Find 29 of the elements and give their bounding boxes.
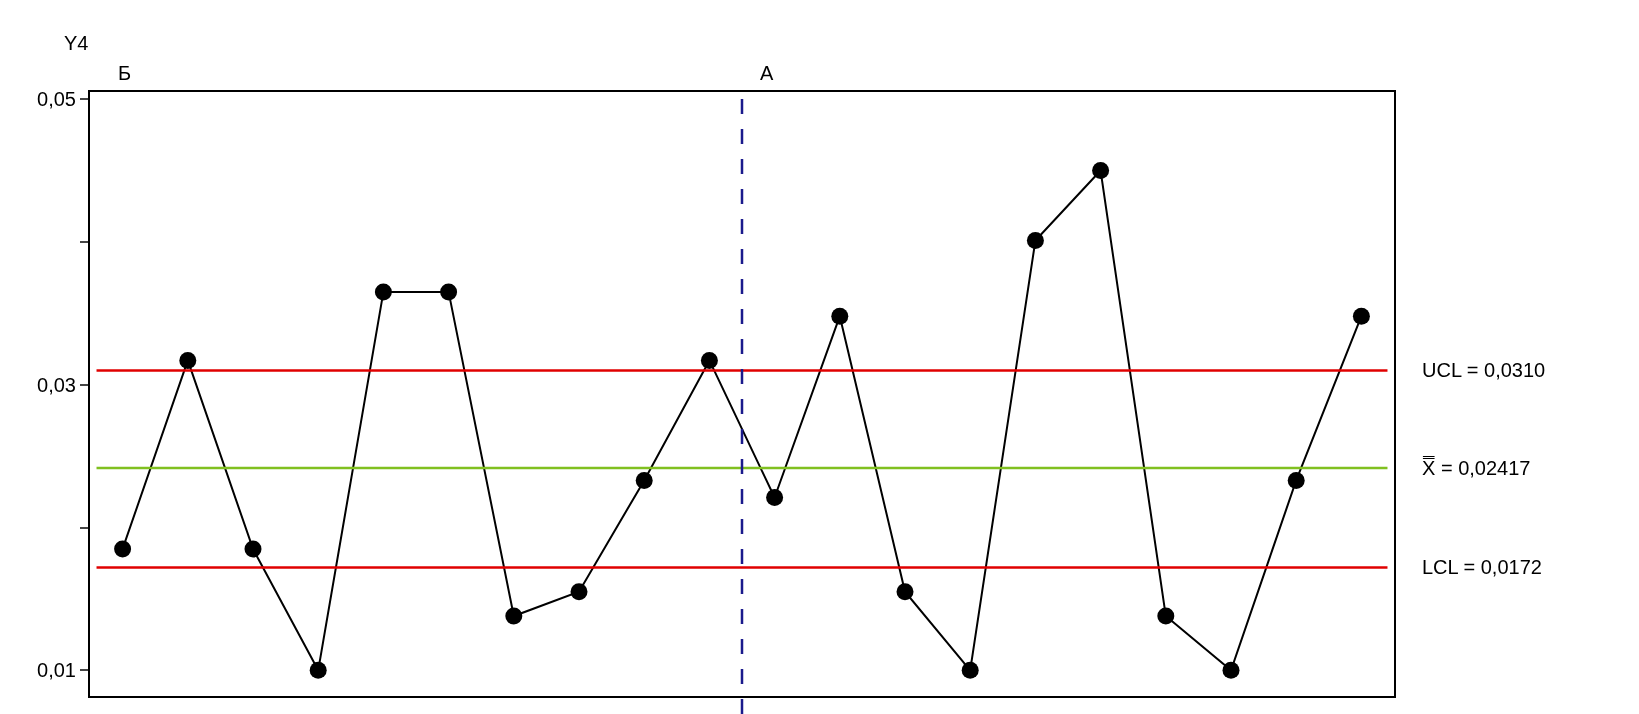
point bbox=[635, 471, 653, 489]
point bbox=[700, 351, 718, 369]
point bbox=[1092, 162, 1110, 180]
point bbox=[1352, 307, 1370, 325]
point bbox=[961, 661, 979, 679]
point bbox=[1287, 471, 1305, 489]
text: А bbox=[760, 62, 774, 84]
y-tick-label: 0,03 bbox=[37, 373, 76, 396]
point bbox=[570, 583, 588, 601]
point bbox=[1222, 661, 1240, 679]
point bbox=[1026, 232, 1044, 249]
ref-line-label: UCL = 0,0310 bbox=[1422, 359, 1546, 381]
point bbox=[505, 607, 523, 625]
point bbox=[831, 307, 849, 325]
point bbox=[440, 283, 458, 301]
ref-line-label: X̿ = 0,02417 bbox=[1422, 456, 1531, 479]
point bbox=[766, 489, 784, 507]
point bbox=[114, 540, 132, 558]
point bbox=[1157, 607, 1175, 625]
y-axis-title: Y4 bbox=[64, 32, 89, 54]
point bbox=[179, 351, 197, 369]
text: Б bbox=[118, 62, 132, 84]
point bbox=[244, 540, 262, 558]
y-tick-label: 0,05 bbox=[37, 88, 76, 111]
y-tick-label: 0,01 bbox=[37, 659, 76, 682]
ref-line-label: LCL = 0,0172 bbox=[1422, 556, 1542, 578]
point bbox=[896, 583, 914, 601]
point bbox=[309, 661, 327, 679]
point bbox=[374, 283, 392, 301]
